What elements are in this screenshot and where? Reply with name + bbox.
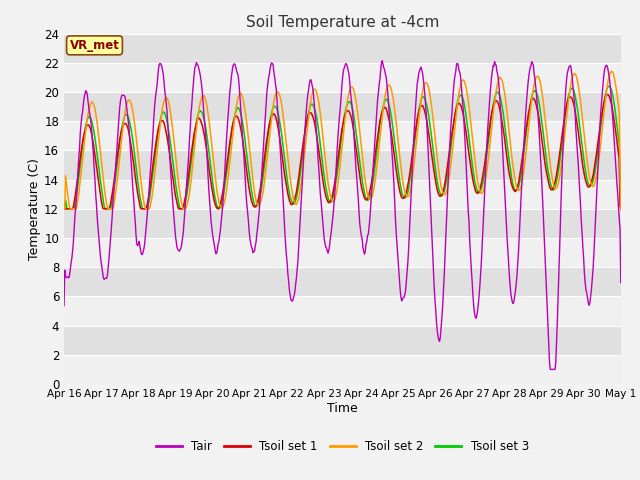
Tsoil set 2	[617, 206, 625, 212]
Tair	[378, 58, 386, 64]
Tsoil set 3	[426, 124, 434, 130]
Y-axis label: Temperature (C): Temperature (C)	[28, 158, 42, 260]
Tsoil set 2	[214, 191, 221, 196]
Tsoil set 1	[127, 145, 135, 151]
Tsoil set 2	[127, 102, 135, 108]
Tair	[428, 214, 435, 219]
Legend: Tair, Tsoil set 1, Tsoil set 2, Tsoil set 3: Tair, Tsoil set 1, Tsoil set 2, Tsoil se…	[151, 435, 534, 458]
Tair	[184, 163, 192, 168]
Tair	[411, 117, 419, 122]
Tair	[60, 303, 68, 309]
Tsoil set 3	[617, 206, 625, 212]
Tsoil set 3	[60, 206, 68, 212]
Tsoil set 2	[70, 206, 78, 212]
Tsoil set 3	[184, 185, 192, 191]
Tsoil set 3	[214, 204, 221, 210]
Tsoil set 2	[60, 206, 68, 212]
Line: Tsoil set 3: Tsoil set 3	[64, 86, 621, 209]
Tsoil set 1	[603, 92, 611, 97]
Tsoil set 1	[410, 138, 418, 144]
Line: Tair: Tair	[64, 61, 621, 370]
Tair	[214, 247, 221, 253]
X-axis label: Time: Time	[327, 402, 358, 415]
Bar	[64, 121, 621, 150]
Tsoil set 1	[426, 142, 434, 148]
Tsoil set 1	[60, 206, 68, 212]
Bar	[64, 238, 621, 267]
Tsoil set 2	[410, 161, 418, 167]
Text: VR_met: VR_met	[70, 39, 120, 52]
Tsoil set 1	[70, 200, 78, 206]
Tsoil set 3	[605, 83, 613, 89]
Tair	[127, 164, 135, 169]
Tsoil set 3	[70, 206, 78, 212]
Tsoil set 2	[607, 69, 615, 74]
Title: Soil Temperature at -4cm: Soil Temperature at -4cm	[246, 15, 439, 30]
Line: Tsoil set 2: Tsoil set 2	[64, 72, 621, 209]
Bar	[64, 63, 621, 92]
Tair	[547, 367, 554, 372]
Tsoil set 1	[184, 177, 192, 183]
Tair	[617, 280, 625, 286]
Tsoil set 3	[410, 144, 418, 149]
Tsoil set 3	[127, 128, 135, 134]
Line: Tsoil set 1: Tsoil set 1	[64, 95, 621, 209]
Bar	[64, 296, 621, 325]
Tsoil set 2	[426, 94, 434, 100]
Tair	[70, 227, 78, 232]
Bar	[64, 180, 621, 209]
Tsoil set 1	[617, 206, 625, 212]
Bar	[64, 355, 621, 384]
Tsoil set 1	[214, 205, 221, 211]
Tsoil set 2	[184, 198, 192, 204]
